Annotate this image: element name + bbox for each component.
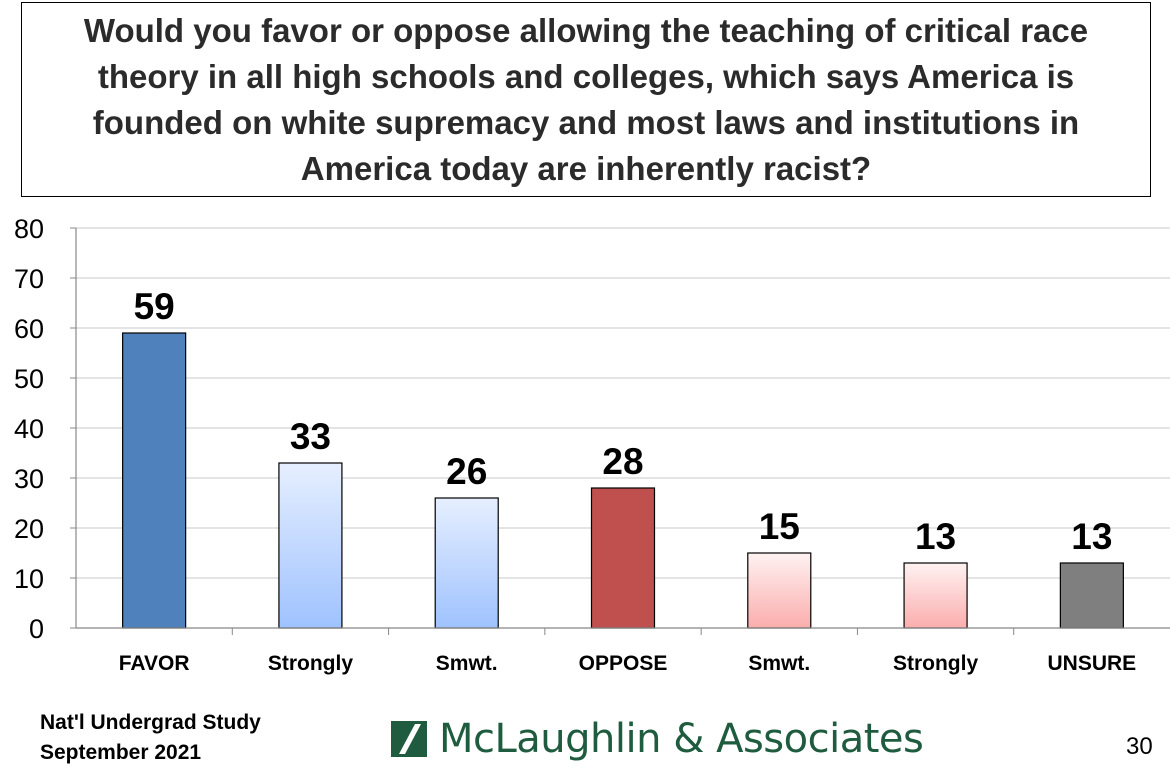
y-tick-label: 70 xyxy=(14,264,44,294)
bar-5 xyxy=(747,552,812,629)
data-label: 13 xyxy=(915,516,956,557)
brand-name: McLaughlin & Associates xyxy=(439,716,924,762)
bars xyxy=(122,332,1124,629)
slash-square-logo-icon xyxy=(391,721,427,757)
study-name: Nat'l Undergrad Study xyxy=(40,711,261,734)
bar-chart: 0 10 20 30 40 50 60 70 80 59 33 26 28 15 13 13 FAVOR St… xyxy=(14,214,1170,675)
data-label: 59 xyxy=(134,286,175,327)
y-tick-label: 50 xyxy=(14,364,44,394)
y-axis-ticks: 0 10 20 30 40 50 60 70 80 xyxy=(14,214,76,644)
y-tick-label: 20 xyxy=(14,514,44,544)
page-number: 30 xyxy=(1126,733,1153,760)
study-info: Nat'l Undergrad Study September 2021 xyxy=(40,708,261,768)
x-tick-label: Smwt. xyxy=(748,652,810,675)
data-labels: 59 33 26 28 15 13 13 xyxy=(134,286,1113,557)
y-tick-label: 60 xyxy=(14,314,44,344)
y-tick-label: 30 xyxy=(14,464,44,494)
data-label: 28 xyxy=(602,441,643,482)
y-tick-label: 0 xyxy=(29,614,44,644)
bar-6 xyxy=(903,562,968,629)
x-tick-label: FAVOR xyxy=(119,652,190,675)
bar-2 xyxy=(278,462,343,629)
x-tick-label: OPPOSE xyxy=(579,652,668,675)
x-tick-label: Strongly xyxy=(268,652,353,675)
y-tick-label: 40 xyxy=(14,414,44,444)
axes xyxy=(75,228,1170,629)
y-tick-label: 80 xyxy=(14,214,44,244)
bar-3 xyxy=(434,497,499,629)
bar-7 xyxy=(1059,562,1124,629)
data-label: 13 xyxy=(1071,516,1112,557)
brand: McLaughlin & Associates xyxy=(391,716,924,762)
x-tick-label: Strongly xyxy=(893,652,978,675)
chart-title-box: Would you favor or oppose allowing the t… xyxy=(21,2,1151,197)
study-date: September 2021 xyxy=(40,741,202,764)
bar-1 xyxy=(122,332,187,629)
x-axis-labels: FAVOR Strongly Smwt. OPPOSE Smwt. Strongly UNS… xyxy=(119,628,1136,675)
gridlines xyxy=(76,227,1170,579)
y-tick-label: 10 xyxy=(14,564,44,594)
x-tick-label: Smwt. xyxy=(436,652,498,675)
data-label: 15 xyxy=(759,506,800,547)
x-tick-label: UNSURE xyxy=(1048,652,1137,675)
chart-title: Would you favor or oppose allowing the t… xyxy=(83,11,1089,187)
data-label: 33 xyxy=(290,416,331,457)
bar-4 xyxy=(590,487,656,629)
data-label: 26 xyxy=(446,451,487,492)
